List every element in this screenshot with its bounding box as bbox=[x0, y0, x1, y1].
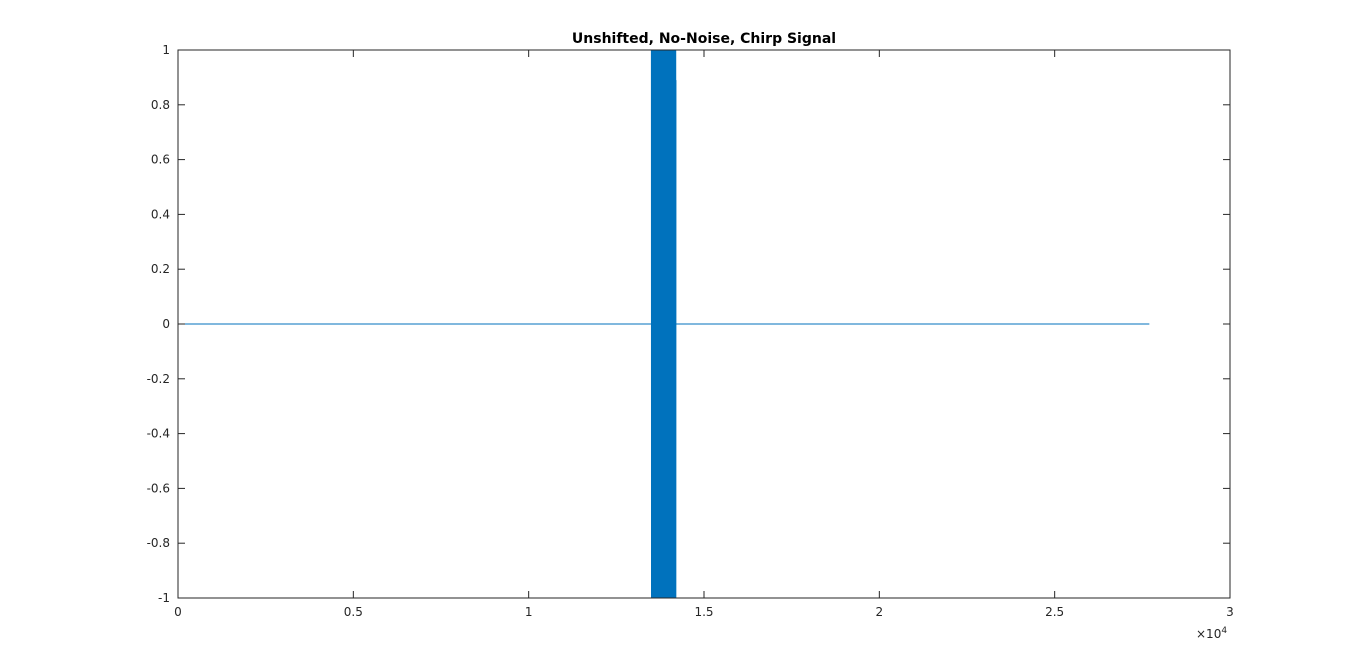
x-exponent-base: ×10 bbox=[1196, 627, 1221, 641]
y-tick-label: 0.6 bbox=[151, 153, 170, 167]
y-tick-label: -0.6 bbox=[147, 481, 170, 495]
x-axis: 0 0.5 1 1.5 2 2.5 3 bbox=[174, 50, 1234, 619]
x-exponent-label: ×104 bbox=[1196, 626, 1227, 641]
x-tick-label: 3 bbox=[1226, 605, 1234, 619]
y-tick-label: 0 bbox=[162, 317, 170, 331]
y-tick-label: -0.2 bbox=[147, 372, 170, 386]
y-tick-label: 0.8 bbox=[151, 98, 170, 112]
chirp-signal bbox=[650, 49, 677, 599]
y-tick-label: -1 bbox=[158, 591, 170, 605]
x-tick-label: 1.5 bbox=[694, 605, 713, 619]
y-tick-label: -0.4 bbox=[147, 427, 170, 441]
x-tick-label: 1 bbox=[525, 605, 533, 619]
y-tick-label: 1 bbox=[162, 43, 170, 57]
y-tick-label: 0.2 bbox=[151, 262, 170, 276]
y-tick-label: 0.4 bbox=[151, 207, 170, 221]
x-tick-label: 2.5 bbox=[1045, 605, 1064, 619]
chart-title: Unshifted, No-Noise, Chirp Signal bbox=[572, 31, 836, 47]
x-tick-label: 2 bbox=[876, 605, 884, 619]
y-axis: -1 -0.8 -0.6 -0.4 -0.2 0 0.2 0.4 0.6 0.8 1 bbox=[147, 43, 1230, 605]
x-tick-label: 0 bbox=[174, 605, 182, 619]
x-tick-label: 0.5 bbox=[344, 605, 363, 619]
x-exponent-power: 4 bbox=[1221, 626, 1227, 636]
y-tick-label: -0.8 bbox=[147, 536, 170, 550]
